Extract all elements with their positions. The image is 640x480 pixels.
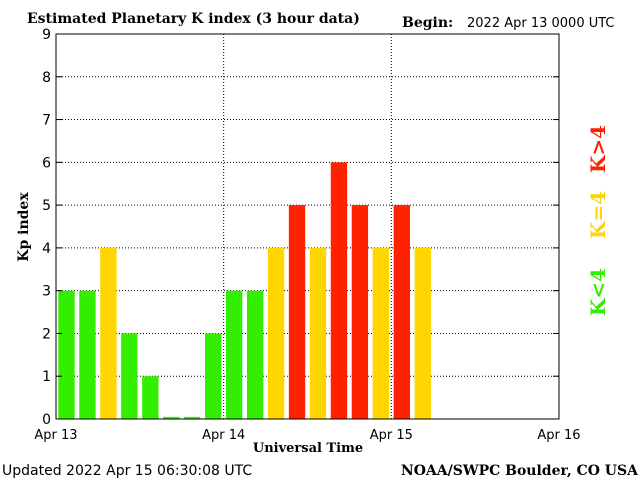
y-tick-label: 2 <box>42 326 51 342</box>
legend-entry: K=4 <box>586 191 610 239</box>
kp-bar <box>100 247 117 419</box>
grid-layer <box>56 34 559 419</box>
y-tick-label: 6 <box>42 155 51 171</box>
kp-bar <box>246 290 264 419</box>
kp-bar <box>79 290 96 419</box>
y-tick-layer: 0 1 2 3 4 5 6 7 8 9 <box>42 27 559 428</box>
legend-entry: K<4 <box>586 268 610 316</box>
kp-bar <box>288 205 306 419</box>
kp-bar <box>393 205 410 419</box>
x-tick-label: Apr 13 <box>34 428 77 443</box>
y-tick-label: 9 <box>42 27 51 43</box>
y-tick-label: 7 <box>42 113 51 129</box>
begin-label: Begin: <box>402 15 453 31</box>
x-tick-layer: Apr 13 Apr 14 Apr 15 Apr 16 <box>34 428 580 443</box>
kp-bar <box>121 333 138 419</box>
kp-bar <box>142 376 159 419</box>
footer-updated: Updated 2022 Apr 15 06:30:08 UTC <box>2 463 252 479</box>
legend-entry: K>4 <box>586 125 610 173</box>
kp-bar <box>414 247 431 419</box>
kp-bar <box>330 162 348 420</box>
kp-bar <box>225 290 243 419</box>
kp-bar <box>58 290 75 419</box>
footer-source: NOAA/SWPC Boulder, CO USA <box>401 463 639 479</box>
x-tick-label: Apr 14 <box>202 428 245 443</box>
y-tick-label: 1 <box>42 369 51 385</box>
chart-title: Estimated Planetary K index (3 hour data… <box>27 11 360 27</box>
legend: K<4 K=4 K>4 <box>586 125 610 316</box>
kp-bar <box>351 205 369 419</box>
kp-bar <box>309 247 327 419</box>
y-tick-label: 0 <box>42 412 51 428</box>
x-tick-label: Apr 16 <box>537 428 580 443</box>
y-tick-label: 3 <box>42 284 51 300</box>
plot-frame <box>55 33 560 420</box>
y-tick-label: 4 <box>42 241 51 257</box>
kp-bar <box>163 416 180 419</box>
x-tick-label: Apr 15 <box>370 428 413 443</box>
kp-bar <box>184 416 201 419</box>
y-tick-label: 5 <box>42 198 51 214</box>
y-tick-label: 8 <box>42 70 51 86</box>
begin-value: 2022 Apr 13 0000 UTC <box>467 16 615 31</box>
kp-bar <box>205 333 222 419</box>
y-axis-label: Kp index <box>16 192 32 262</box>
kp-bar <box>267 247 285 419</box>
x-axis-label: Universal Time <box>253 441 363 456</box>
kp-bar <box>372 247 390 419</box>
bars-layer <box>58 162 431 420</box>
